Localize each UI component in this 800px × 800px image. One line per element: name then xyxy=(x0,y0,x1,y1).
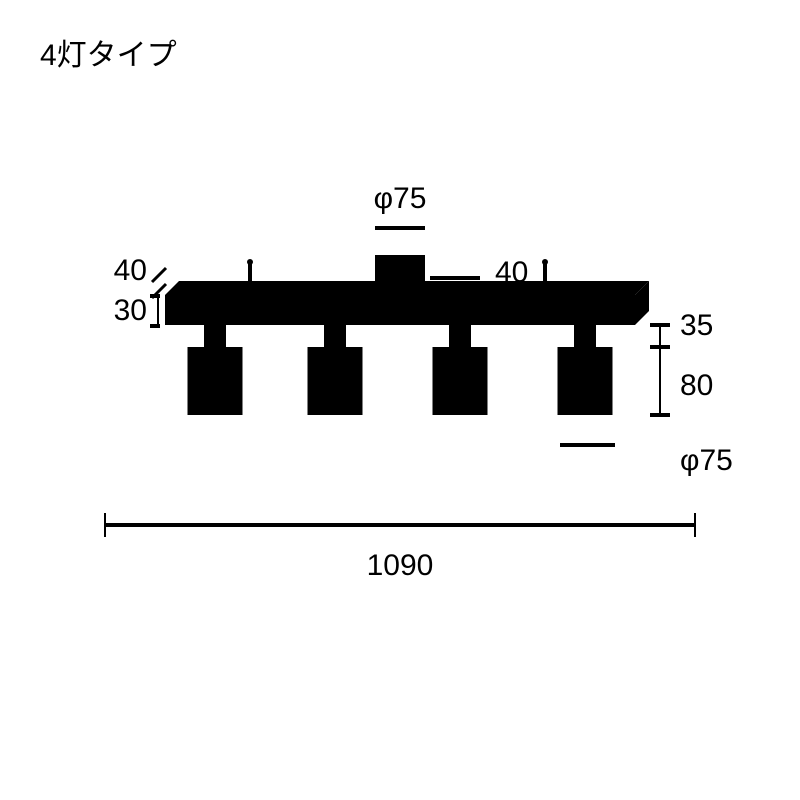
label-lamp-80: 80 xyxy=(680,369,713,402)
label-phi-top: φ75 xyxy=(374,182,427,215)
bar-front xyxy=(165,295,635,325)
lamp-stem-2 xyxy=(324,325,346,347)
lamp-body-2 xyxy=(308,347,363,415)
label-depth-40: 40 xyxy=(114,254,147,287)
diagram-title: 4灯タイプ xyxy=(40,30,177,74)
lamp-stem-3 xyxy=(449,325,471,347)
lamp-body-1 xyxy=(188,347,243,415)
label-phi-lamp: φ75 xyxy=(680,444,733,477)
mount-pin-head-2 xyxy=(542,259,548,265)
lamp-body-3 xyxy=(433,347,488,415)
lamp-stem-4 xyxy=(574,325,596,347)
label-bar-40: 40 xyxy=(495,256,528,289)
ceiling-canopy xyxy=(375,255,425,283)
lamp-stem-1 xyxy=(204,325,226,347)
lamp-body-4 xyxy=(558,347,613,415)
tick-depth-a xyxy=(152,268,166,282)
label-stem-35: 35 xyxy=(680,309,713,342)
bar-top xyxy=(165,281,649,295)
dimension-diagram: φ75 40 30 40 35 80 φ75 1090 xyxy=(0,0,800,800)
label-height-30: 30 xyxy=(114,294,147,327)
label-total-1090: 1090 xyxy=(367,549,434,582)
mount-pin-head-1 xyxy=(247,259,253,265)
diagram-title-text: 4灯タイプ xyxy=(40,39,177,72)
